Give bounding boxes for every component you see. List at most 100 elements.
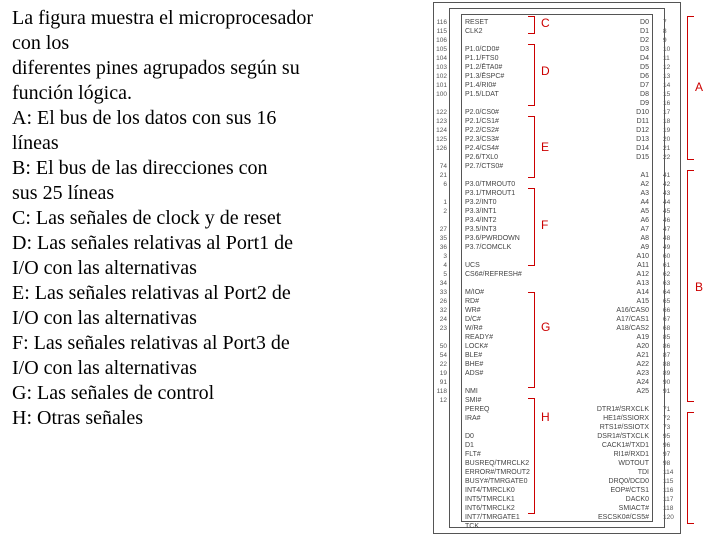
bracket-left (533, 398, 535, 514)
pin-label (465, 252, 527, 261)
pin-label: DRQ0/DCD0 (587, 477, 649, 486)
pin-label: P3.4/INT2 (465, 216, 527, 225)
pin-label: P1.2/ĒTA0# (465, 63, 527, 72)
pin-number: 120 (663, 513, 679, 522)
pin-label: D4 (587, 54, 649, 63)
pin-number: 101 (431, 81, 447, 90)
pin-label: D/C# (465, 315, 527, 324)
pin-number (431, 486, 447, 495)
description-line: D: Las señales relativas al Port1 de (12, 231, 387, 256)
pin-number: 88 (663, 360, 679, 369)
group-label-F: F (541, 218, 548, 232)
pin-label: BUSREQ/TMRCLK2 (465, 459, 527, 468)
pin-number: 64 (663, 288, 679, 297)
pin-label: ERROR#/TMROUT2 (465, 468, 527, 477)
pin-label: READY# (465, 333, 527, 342)
pin-label: D1 (465, 441, 527, 450)
pin-label: P3.6/PWRDOWN (465, 234, 527, 243)
pin-number: 19 (663, 126, 679, 135)
pin-number: 10 (663, 45, 679, 54)
pin-number (431, 216, 447, 225)
pin-label: P2.2/CS2# (465, 126, 527, 135)
pin-label (587, 396, 649, 405)
pin-number: 23 (431, 324, 447, 333)
description-line: La figura muestra el microprocesador (12, 6, 387, 31)
pin-label: D9 (587, 99, 649, 108)
bracket-right (687, 170, 689, 402)
description-line: F: Las señales relativas al Port3 de (12, 331, 387, 356)
pin-number: 63 (663, 279, 679, 288)
pin-number (431, 450, 447, 459)
pin-number: 126 (431, 144, 447, 153)
pin-label: A11 (587, 261, 649, 270)
pin-labels-right: D0D1D2D3D4D5D6D7D8D9D10D11D12D13D14D15 A… (587, 18, 649, 531)
pin-numbers-left: 116115106105104103102101100 122123124125… (431, 18, 447, 540)
pin-number: 116 (431, 18, 447, 27)
pin-number: 86 (663, 342, 679, 351)
description-line: sus 25 líneas (12, 181, 387, 206)
bracket-left (533, 16, 535, 34)
pin-number (431, 189, 447, 198)
pin-label: TCK (465, 522, 527, 531)
pin-label: A22 (587, 360, 649, 369)
pin-label: LOCK# (465, 342, 527, 351)
pin-label: A25 (587, 387, 649, 396)
pin-label: D6 (587, 72, 649, 81)
description-line: diferentes pines agrupados según su (12, 56, 387, 81)
pin-number (663, 162, 679, 171)
pin-number (431, 504, 447, 513)
pin-label: M/IO# (465, 288, 527, 297)
pin-label (587, 162, 649, 171)
pin-label: P1.4/RI0# (465, 81, 527, 90)
description-line: I/O con las alternativas (12, 356, 387, 381)
pin-number: 65 (663, 297, 679, 306)
pin-number: 27 (431, 225, 447, 234)
pin-number: 14 (663, 81, 679, 90)
pin-number: 36 (431, 243, 447, 252)
pin-label (587, 522, 649, 531)
pin-number: 95 (663, 432, 679, 441)
pin-label: D14 (587, 144, 649, 153)
pin-label: P2.4/CS4# (465, 144, 527, 153)
pin-number: 61 (663, 261, 679, 270)
pin-label: TDI (587, 468, 649, 477)
pin-label: P3.1/TMROUT1 (465, 189, 527, 198)
pin-number: 20 (663, 135, 679, 144)
description-line: función lógica. (12, 81, 387, 106)
pin-label: P2.7/CTS0# (465, 162, 527, 171)
pin-number: 13 (663, 72, 679, 81)
pin-label: D11 (587, 117, 649, 126)
pin-number: 8 (663, 27, 679, 36)
pin-number: 60 (663, 252, 679, 261)
pin-label: A21 (587, 351, 649, 360)
bracket-left (533, 188, 535, 266)
description-line: E: Las señales relativas al Port2 de (12, 281, 387, 306)
pin-number: 11 (663, 54, 679, 63)
pin-label: INT5/TMRCLK1 (465, 495, 527, 504)
pin-number (663, 522, 679, 531)
pin-number: 106 (431, 36, 447, 45)
pin-number: 35 (431, 234, 447, 243)
pin-number: 74 (431, 162, 447, 171)
pin-label: A12 (587, 270, 649, 279)
pin-number: 117 (663, 495, 679, 504)
pin-number: 4 (431, 261, 447, 270)
pin-number (431, 495, 447, 504)
pin-number (431, 468, 447, 477)
pin-number: 48 (663, 234, 679, 243)
pin-number: 50 (431, 342, 447, 351)
pin-label: BLE# (465, 351, 527, 360)
pin-number (663, 396, 679, 405)
pin-number: 104 (431, 54, 447, 63)
pin-label: A18/CAS2 (587, 324, 649, 333)
pin-label: P3.3/INT1 (465, 207, 527, 216)
description-line: A: El bus de los datos con sus 16 (12, 106, 387, 131)
pin-number: 68 (663, 324, 679, 333)
pin-label: D3 (587, 45, 649, 54)
pin-number: 42 (663, 180, 679, 189)
description-line: H: Otras señales (12, 406, 387, 431)
pin-number: 115 (431, 27, 447, 36)
pin-label: W/R# (465, 324, 527, 333)
pin-number: 124 (431, 126, 447, 135)
chip-diagram: 116115106105104103102101100 122123124125… (395, 0, 720, 540)
